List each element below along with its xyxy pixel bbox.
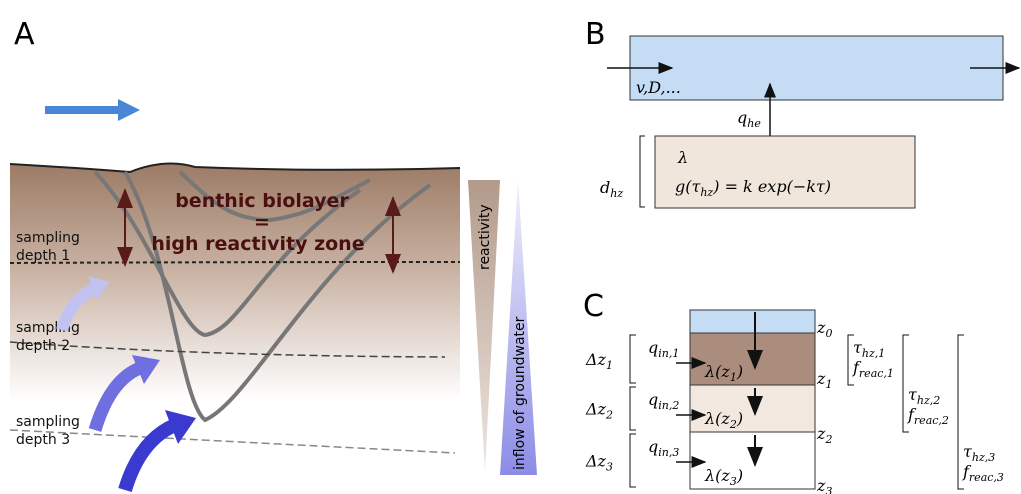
text: ) [736, 362, 743, 381]
symbol: Δz [585, 350, 607, 369]
sampling-line [10, 430, 455, 453]
z-label: z2 [816, 424, 832, 446]
panel-label: B [585, 17, 606, 52]
subscript: hz,2 [917, 394, 940, 407]
subscript: 1 [730, 371, 737, 384]
text: λ(z [704, 362, 730, 381]
dz-label: Δz3 [585, 452, 613, 474]
zone-text: high reactivity zone [151, 233, 364, 255]
subscript: hz [700, 186, 713, 199]
bracket [630, 434, 636, 487]
sampling-text: depth 2 [16, 338, 70, 354]
figure: A benthic biolayer = high reactivity zon… [0, 0, 1021, 494]
dz-label: Δz2 [585, 400, 613, 422]
symbol: q [648, 390, 658, 409]
q-label: qin,1 [648, 338, 679, 360]
subscript: 0 [825, 327, 832, 340]
text: ) [736, 409, 743, 428]
stream-layer [690, 310, 815, 333]
subscript: hz [610, 187, 623, 200]
subscript: 1 [606, 359, 613, 372]
symbol: Δz [585, 400, 607, 419]
text: g(τ [675, 177, 701, 196]
inflow-label: inflow of groundwater [512, 316, 528, 470]
panel-c: C z0z1z2z3Δz1qin,1λ(z1)τhz,1freac,1Δz2qi… [583, 289, 1004, 494]
zone-text: = [254, 211, 270, 233]
subscript: in,3 [658, 446, 679, 459]
subscript: he [747, 117, 761, 130]
text: ) = k exp(−kτ) [712, 177, 831, 196]
tau-label: τhz,1 [853, 338, 885, 360]
panel-a: A benthic biolayer = high reactivity zon… [10, 17, 537, 490]
dz-label: Δz1 [585, 350, 613, 372]
lambda-label: λ(z2) [704, 409, 743, 431]
panel-label: A [14, 17, 35, 52]
lambda-label: λ(z3) [704, 466, 743, 488]
stream-box [630, 36, 1003, 100]
subscript: 2 [729, 418, 737, 431]
panel-b: B v,D,... qhe λ g(τhz) = k exp(−kτ) dhz [585, 17, 1019, 208]
symbol: q [737, 108, 747, 127]
bracket [640, 136, 645, 207]
f-label: freac,3 [962, 462, 1004, 484]
q-label: qin,2 [648, 390, 679, 412]
subscript: reac,3 [969, 471, 1004, 484]
symbol: q [648, 338, 658, 357]
bracket [630, 335, 636, 383]
sampling-text: depth 1 [16, 248, 70, 264]
exchange-label: qhe [737, 108, 761, 130]
z-label: z0 [816, 318, 832, 340]
z-label: z3 [816, 476, 832, 494]
q-label: qin,3 [648, 437, 679, 459]
text: λ(z [704, 409, 730, 428]
subscript: in,2 [658, 399, 679, 412]
sampling-text: sampling [16, 230, 80, 246]
tau-label: τhz,3 [963, 442, 995, 464]
symbol: d [600, 178, 610, 197]
zone-text: benthic biolayer [175, 190, 349, 212]
velocity-label: v,D,... [636, 78, 681, 97]
f-label: freac,1 [852, 358, 894, 380]
depth-label: dhz [600, 178, 623, 200]
f-label: freac,2 [907, 405, 949, 427]
symbol: q [648, 437, 658, 456]
hz-box [655, 136, 915, 208]
sampling-text: sampling [16, 414, 80, 430]
tau-label: τhz,2 [908, 385, 940, 407]
subscript: 3 [730, 475, 737, 488]
subscript: 3 [606, 461, 613, 474]
symbol: Δz [585, 452, 607, 471]
z-label: z1 [816, 369, 832, 391]
subscript: hz,3 [972, 451, 995, 464]
text: λ(z [704, 466, 730, 485]
subscript: 2 [605, 409, 613, 422]
bracket [630, 387, 636, 430]
reactivity-label: reactivity [477, 204, 493, 270]
flow-arrow-head [118, 99, 140, 121]
subscript: 1 [825, 378, 832, 391]
subscript: reac,1 [859, 367, 894, 380]
subscript: reac,2 [914, 414, 949, 427]
lambda-label: λ(z1) [704, 362, 743, 384]
subscript: hz,1 [862, 347, 885, 360]
sampling-text: depth 3 [16, 432, 70, 448]
subscript: 2 [824, 433, 832, 446]
panel-label: C [583, 289, 604, 324]
text: ) [736, 466, 743, 485]
lambda-label: λ [677, 148, 688, 167]
rtd-label: g(τhz) = k exp(−kτ) [675, 177, 831, 199]
subscript: 3 [825, 485, 832, 494]
subscript: in,1 [658, 347, 679, 360]
